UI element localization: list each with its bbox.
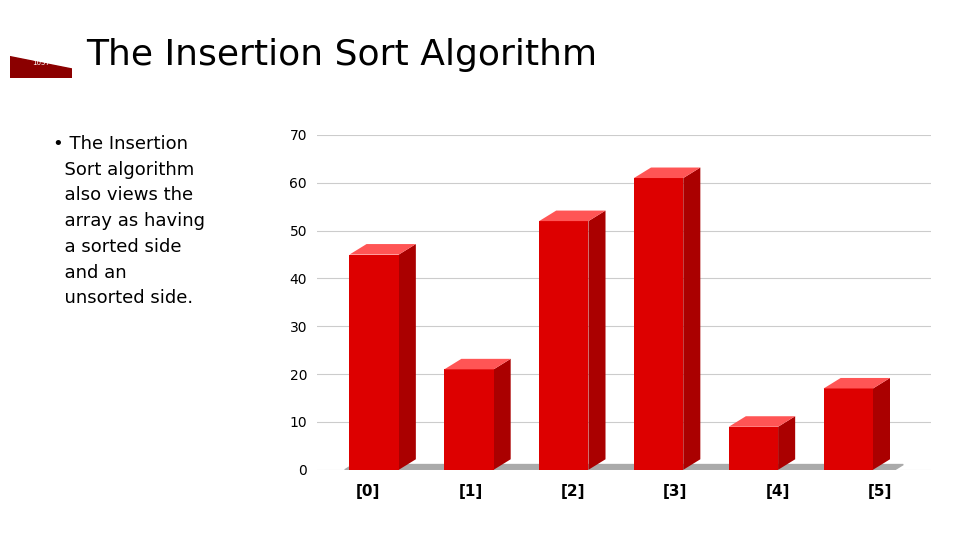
Polygon shape <box>493 359 511 470</box>
Text: [4]: [4] <box>765 484 790 500</box>
Polygon shape <box>345 464 903 470</box>
Polygon shape <box>824 378 890 388</box>
Polygon shape <box>398 244 416 470</box>
Text: [3]: [3] <box>663 484 687 500</box>
Polygon shape <box>349 244 416 254</box>
Text: [1]: [1] <box>458 484 483 500</box>
Bar <box>634 178 684 470</box>
Polygon shape <box>729 416 795 427</box>
Text: The Insertion Sort Algorithm: The Insertion Sort Algorithm <box>86 38 597 72</box>
Polygon shape <box>540 211 606 221</box>
Bar <box>349 254 398 470</box>
Bar <box>824 388 873 470</box>
Text: EU: EU <box>30 32 52 48</box>
Polygon shape <box>10 57 72 78</box>
Text: [5]: [5] <box>868 484 892 500</box>
Polygon shape <box>684 167 701 470</box>
Bar <box>729 427 779 470</box>
Bar <box>540 221 588 470</box>
Polygon shape <box>444 359 511 369</box>
Text: [0]: [0] <box>356 484 380 500</box>
Text: • The Insertion
  Sort algorithm
  also views the
  array as having
  a sorted s: • The Insertion Sort algorithm also view… <box>53 135 204 307</box>
Text: 1057: 1057 <box>32 60 50 66</box>
Polygon shape <box>588 211 606 470</box>
Polygon shape <box>779 416 795 470</box>
Bar <box>444 369 493 470</box>
Polygon shape <box>873 378 890 470</box>
Polygon shape <box>634 167 701 178</box>
Text: [2]: [2] <box>561 484 585 500</box>
